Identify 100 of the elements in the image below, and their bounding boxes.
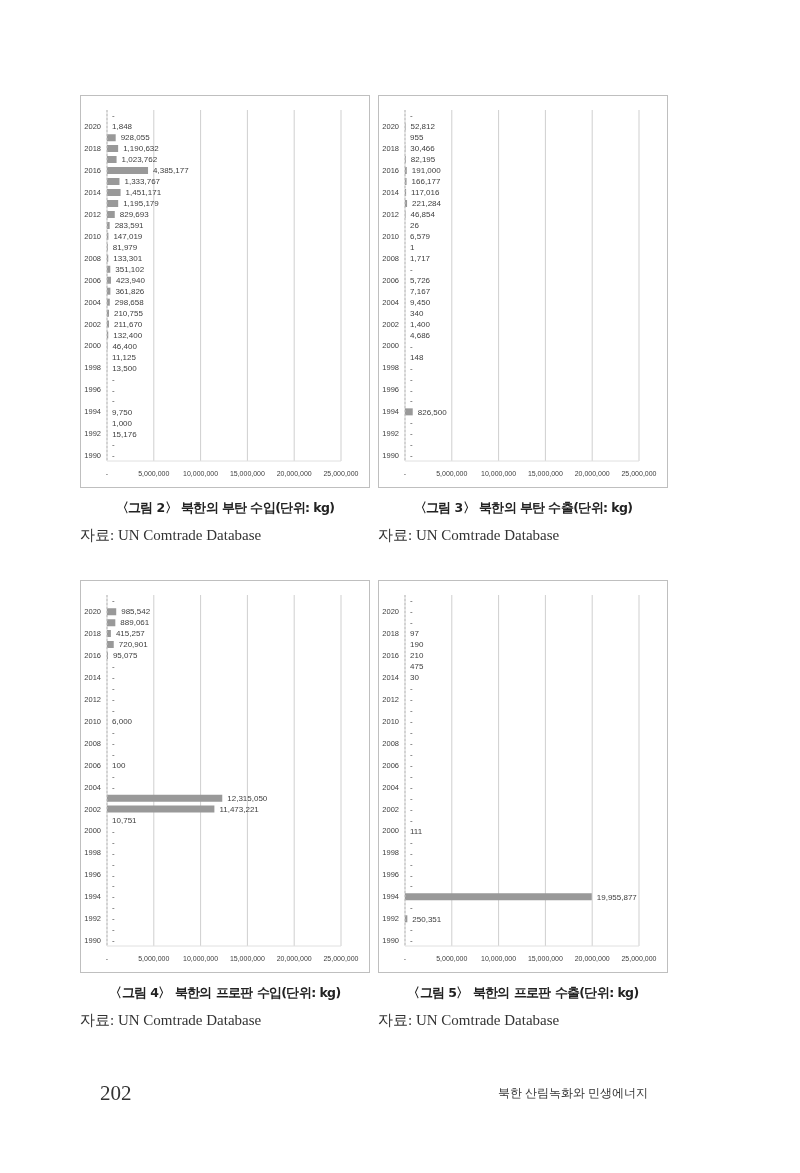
data-label: 95,075 (112, 651, 138, 661)
data-label: - (410, 859, 413, 869)
data-label: 1,023,762 (121, 155, 158, 165)
data-label: - (410, 607, 413, 617)
data-label: 4,385,177 (153, 166, 190, 176)
data-label: - (410, 385, 413, 395)
data-label: 351,102 (115, 265, 145, 275)
data-label: 211,670 (113, 319, 143, 329)
data-label: 1,717 (410, 254, 431, 264)
data-label: 111 (410, 826, 423, 836)
data-label: 11,125 (112, 352, 137, 362)
data-label: 5,726 (410, 276, 431, 286)
text: 〈그림 2〉 북한의 부탄 수입(단위: kg) (114, 499, 336, 517)
text: 〈그림 5〉 북한의 프로판 수출(단위: kg) (406, 984, 640, 1002)
data-label: 1,333,767 (124, 177, 161, 187)
data-label: 1,000 (112, 418, 133, 428)
data-label: 928,055 (120, 133, 151, 143)
data-label: - (112, 881, 115, 891)
data-label: - (112, 440, 115, 450)
data-label: 11,473,221 (219, 804, 260, 814)
data-label: 340 (410, 308, 424, 318)
data-label: 6,579 (410, 232, 431, 242)
data-label: - (410, 705, 413, 715)
data-label: 1,848 (112, 122, 133, 132)
data-label: - (112, 111, 115, 121)
data-label: 283,591 (114, 221, 145, 231)
data-label: 1,451,171 (125, 188, 162, 198)
data-label: - (112, 727, 115, 737)
data-label: - (112, 870, 115, 880)
data-label: - (112, 738, 115, 748)
data-label: 415,257 (115, 629, 146, 639)
data-label: - (410, 925, 413, 935)
data-label: 9,450 (410, 297, 431, 307)
data-label: - (410, 695, 413, 704)
data-label: 26 (410, 221, 420, 231)
data-label: 190 (410, 640, 424, 650)
data-label: - (410, 837, 413, 847)
data-label: 191,000 (411, 166, 442, 176)
data-label: - (410, 429, 413, 439)
data-label: - (410, 374, 413, 384)
data-label: 6,000 (112, 717, 133, 727)
data-label: 46,400 (112, 341, 138, 351)
data-label: 15,176 (112, 429, 138, 439)
data-label: - (112, 892, 115, 902)
data-label: 221,284 (412, 199, 442, 209)
data-label: 955 (410, 133, 424, 143)
data-label: - (410, 618, 413, 628)
data-label: - (410, 596, 413, 606)
data-label: 826,500 (417, 407, 448, 417)
data-label: - (112, 673, 115, 683)
data-label: 166,177 (411, 177, 442, 187)
data-label: - (112, 826, 115, 836)
text: 자료: UN Comtrade Database (378, 1011, 561, 1029)
data-label: - (410, 793, 413, 803)
data-label: 97 (410, 629, 420, 639)
data-label: - (410, 848, 413, 858)
data-label: 147,019 (113, 232, 143, 242)
data-label: - (112, 903, 115, 913)
data-label: 475 (410, 662, 424, 672)
data-label: 423,940 (115, 276, 146, 286)
data-label: 46,854 (410, 210, 436, 220)
data-label: 100 (112, 761, 126, 771)
data-label: 148 (410, 352, 424, 362)
data-label: 117,016 (411, 188, 440, 198)
data-label: - (112, 782, 115, 792)
data-label: 1,195,179 (123, 199, 160, 209)
data-label: - (410, 418, 413, 428)
data-label: - (112, 695, 115, 704)
data-label: - (112, 848, 115, 858)
data-label: 361,826 (115, 286, 145, 296)
text: 202 (100, 1080, 132, 1106)
data-label: 133,301 (113, 254, 143, 264)
data-label: 9,750 (112, 407, 133, 417)
data-label: - (112, 914, 115, 924)
data-label: - (410, 782, 413, 792)
data-label: - (410, 451, 413, 461)
data-label: 81,979 (112, 243, 138, 253)
data-label: 10,751 (112, 815, 138, 825)
data-label: - (410, 881, 413, 891)
data-label: - (410, 760, 413, 770)
data-label: 720,901 (118, 640, 149, 650)
data-label: - (410, 264, 413, 274)
data-label: 52,812 (410, 122, 436, 132)
data-label: - (410, 111, 413, 121)
data-label: - (410, 727, 413, 737)
data-label: - (410, 684, 413, 694)
data-label: 210 (410, 651, 424, 661)
text: 자료: UN Comtrade Database (80, 1011, 263, 1029)
data-label: - (410, 440, 413, 450)
data-label: - (410, 870, 413, 880)
data-label: 889,061 (120, 618, 150, 628)
data-label: - (410, 396, 413, 406)
data-label: - (112, 374, 115, 384)
data-label: - (410, 738, 413, 748)
data-label: 1 (410, 243, 415, 253)
data-label: 82,195 (410, 155, 436, 165)
data-label: 250,351 (412, 914, 442, 924)
data-label: 7,167 (410, 286, 431, 296)
data-label: - (410, 716, 413, 726)
data-label: - (112, 837, 115, 847)
